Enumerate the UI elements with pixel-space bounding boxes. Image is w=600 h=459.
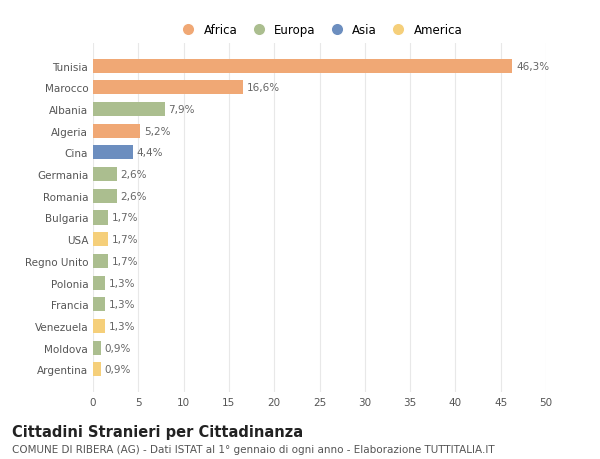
Bar: [93, 254, 109, 269]
Text: 2,6%: 2,6%: [120, 170, 146, 180]
Text: 5,2%: 5,2%: [144, 126, 170, 136]
Bar: [93, 60, 512, 73]
Text: 16,6%: 16,6%: [247, 83, 280, 93]
Text: 1,7%: 1,7%: [112, 256, 139, 266]
Text: 1,3%: 1,3%: [109, 300, 135, 310]
Bar: [93, 319, 105, 333]
Bar: [93, 211, 109, 225]
Text: Cittadini Stranieri per Cittadinanza: Cittadini Stranieri per Cittadinanza: [12, 425, 303, 440]
Bar: [93, 341, 101, 355]
Bar: [93, 233, 109, 246]
Text: 4,4%: 4,4%: [136, 148, 163, 158]
Bar: [93, 146, 133, 160]
Bar: [93, 297, 105, 312]
Text: 0,9%: 0,9%: [105, 364, 131, 375]
Text: 7,9%: 7,9%: [168, 105, 194, 115]
Bar: [93, 190, 116, 203]
Text: 1,3%: 1,3%: [109, 321, 135, 331]
Bar: [93, 168, 116, 182]
Bar: [93, 276, 105, 290]
Text: 1,7%: 1,7%: [112, 235, 139, 245]
Text: COMUNE DI RIBERA (AG) - Dati ISTAT al 1° gennaio di ogni anno - Elaborazione TUT: COMUNE DI RIBERA (AG) - Dati ISTAT al 1°…: [12, 444, 494, 454]
Bar: [93, 124, 140, 139]
Text: 0,9%: 0,9%: [105, 343, 131, 353]
Bar: [93, 81, 244, 95]
Bar: [93, 103, 164, 117]
Legend: Africa, Europa, Asia, America: Africa, Europa, Asia, America: [174, 22, 465, 39]
Text: 2,6%: 2,6%: [120, 191, 146, 202]
Bar: [93, 363, 101, 376]
Text: 46,3%: 46,3%: [516, 62, 549, 72]
Text: 1,3%: 1,3%: [109, 278, 135, 288]
Text: 1,7%: 1,7%: [112, 213, 139, 223]
